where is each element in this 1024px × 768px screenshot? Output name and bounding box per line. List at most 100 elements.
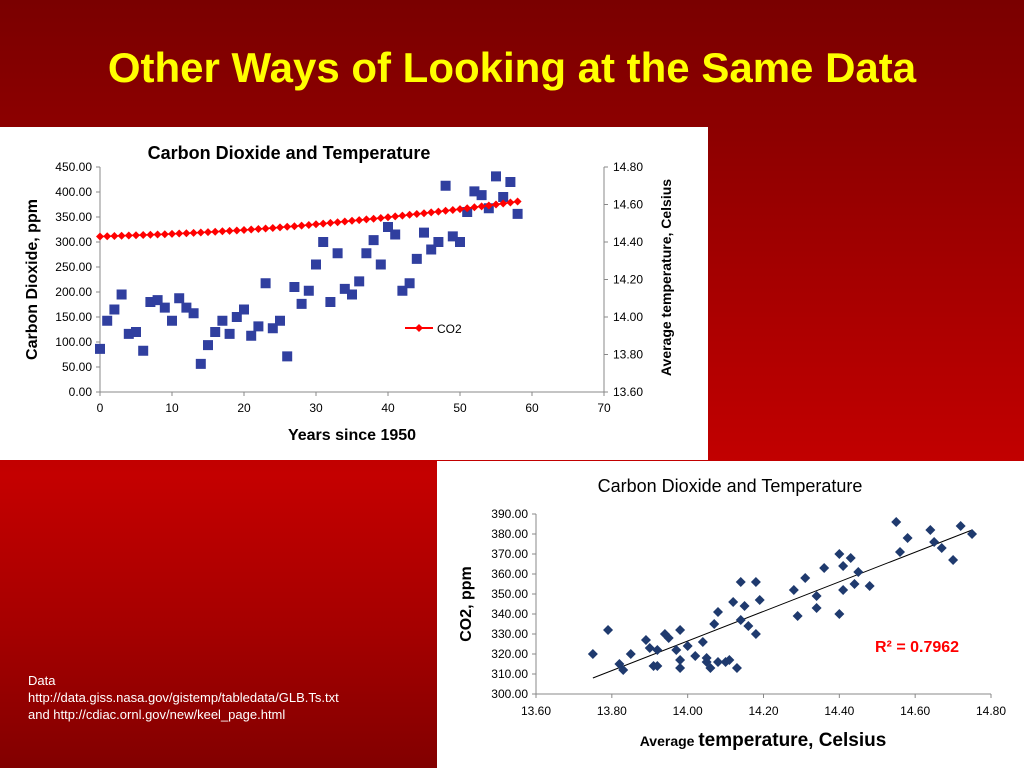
- temperature-point: [231, 312, 242, 322]
- temperature-point: [95, 343, 105, 354]
- scatter-point: [675, 655, 686, 665]
- x-tick-label: 20: [237, 401, 251, 415]
- y-tick-label: 150.00: [55, 310, 92, 324]
- scatter-point: [743, 621, 754, 631]
- y-tick-label: 50.00: [62, 360, 92, 374]
- co2-point: [254, 225, 263, 233]
- y2-axis-title: Average temperature, Celsius: [658, 179, 674, 376]
- co2-point: [247, 225, 256, 234]
- y-tick-label: 350.00: [55, 210, 92, 224]
- co2-point: [103, 232, 112, 241]
- co2-point: [204, 228, 212, 237]
- scatter-point: [750, 629, 761, 639]
- co2-point: [297, 221, 306, 230]
- co2-point: [398, 211, 407, 220]
- x-axis-title-small: Average: [640, 733, 699, 749]
- x-tick-label: 50: [453, 401, 467, 415]
- dual-axis-chart: Carbon Dioxide and Temperature 0.00 50.00 1…: [24, 143, 674, 444]
- temperature-point: [383, 222, 393, 232]
- co2-point: [376, 214, 385, 222]
- scatter-point: [652, 645, 663, 655]
- scatter-point: [671, 645, 682, 655]
- temperature-point: [433, 237, 444, 247]
- legend-co2-marker: [415, 324, 423, 332]
- scatter-point: [675, 663, 686, 673]
- y2-tick-label: 14.80: [613, 160, 643, 174]
- scatter-point: [603, 625, 614, 635]
- source-line-label: Data: [28, 673, 56, 688]
- co2-point: [448, 206, 457, 214]
- y-tick-label: 300.00: [55, 235, 92, 249]
- co2-point: [312, 220, 320, 229]
- scatter-x-tick-label: 14.60: [900, 704, 930, 718]
- scatter-y-tick-label: 370.00: [491, 547, 528, 561]
- scatter-point: [739, 601, 750, 611]
- scatter-point: [754, 595, 765, 605]
- temperature-point: [375, 259, 386, 270]
- y-tick-label: 250.00: [55, 260, 92, 274]
- scatter-x-tick-label: 14.40: [824, 704, 854, 718]
- temperature-point: [167, 315, 177, 326]
- temperature-point: [109, 304, 120, 315]
- temperature-point: [411, 253, 422, 264]
- scatter-y-tick-label: 300.00: [491, 687, 528, 701]
- co2-point: [189, 228, 198, 237]
- temperature-point: [361, 248, 372, 259]
- co2-point: [355, 216, 364, 225]
- co2-point: [427, 208, 436, 217]
- co2-point: [470, 203, 479, 212]
- co2-point: [492, 200, 500, 209]
- scatter-point: [895, 547, 905, 557]
- scatter-point: [838, 561, 849, 571]
- co2-point: [110, 232, 119, 240]
- co2-point: [218, 227, 227, 236]
- x-tick-label: 70: [597, 401, 611, 415]
- scatter-point: [713, 607, 723, 617]
- co2-point: [434, 207, 443, 216]
- temperature-point: [289, 282, 300, 292]
- co2-point: [96, 232, 104, 241]
- temperature-point: [123, 328, 134, 339]
- scatter-y-tick-label: 360.00: [491, 567, 528, 581]
- scatter-x-tick-label: 14.00: [673, 704, 703, 718]
- source-note: Data http://data.giss.nasa.gov/gistemp/t…: [28, 672, 428, 723]
- scatter-point: [849, 579, 860, 589]
- co2-point: [283, 222, 292, 231]
- co2-point: [153, 230, 162, 239]
- co2-point: [513, 197, 522, 206]
- y2-tick-label: 13.60: [613, 385, 643, 399]
- slide-title: Other Ways of Looking at the Same Data: [107, 44, 917, 91]
- temperature-point: [210, 327, 221, 337]
- scatter-point: [682, 641, 693, 651]
- source-link-giss[interactable]: http://data.giss.nasa.gov/gistemp/tabled…: [28, 690, 339, 705]
- co2-point: [160, 230, 169, 239]
- co2-point: [369, 214, 378, 223]
- co2-point: [196, 228, 205, 237]
- scatter-point: [891, 517, 902, 527]
- scatter-point: [663, 633, 674, 643]
- temperature-point: [476, 190, 487, 201]
- temperature-point: [260, 278, 271, 289]
- scatter-point: [705, 663, 716, 673]
- scatter-point: [587, 649, 598, 659]
- co2-point: [405, 210, 414, 219]
- temperature-point: [267, 323, 278, 334]
- y-tick-label: 200.00: [55, 285, 92, 299]
- scatter-point: [690, 651, 701, 661]
- scatter-point: [728, 597, 739, 607]
- co2-point: [290, 222, 299, 231]
- co2-point: [391, 212, 400, 221]
- temperature-point: [419, 227, 429, 238]
- temperature-point: [253, 321, 264, 332]
- scatter-x-tick-label: 14.20: [748, 704, 778, 718]
- scatter-title: Carbon Dioxide and Temperature: [598, 476, 863, 496]
- source-link-cdiac[interactable]: and http://cdiac.ornl.gov/new/keel_page.…: [28, 707, 286, 722]
- scatter-x-tick-label: 13.60: [521, 704, 551, 718]
- scatter-y-tick-label: 340.00: [491, 607, 528, 621]
- co2-point: [384, 213, 392, 222]
- temperature-point: [282, 351, 293, 362]
- temperature-point: [116, 289, 127, 300]
- scatter-point: [834, 609, 845, 619]
- temperature-point: [469, 186, 480, 197]
- scatter-point: [697, 637, 708, 647]
